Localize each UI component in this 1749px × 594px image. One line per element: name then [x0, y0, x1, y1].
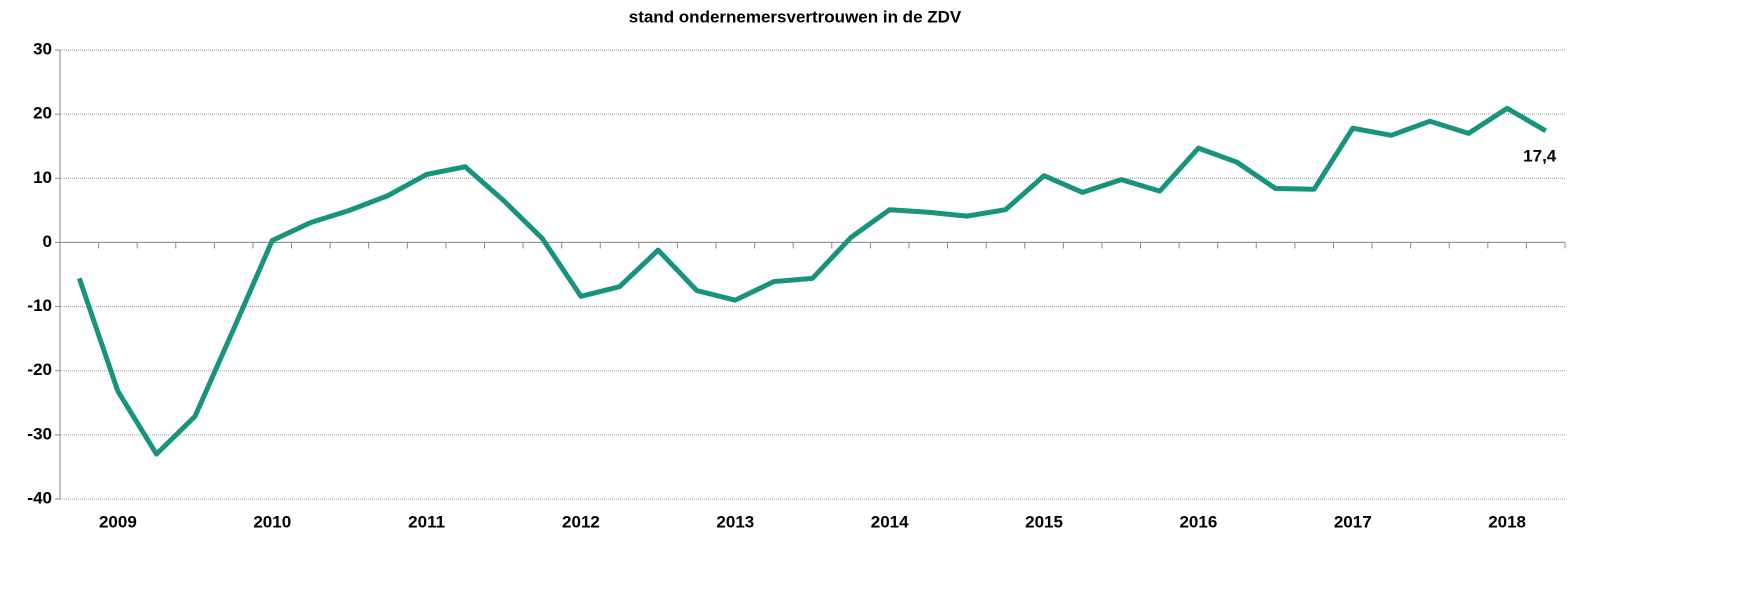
y-tick-label: 0: [43, 232, 52, 251]
y-tick-label: 30: [33, 39, 52, 58]
chart-title: stand ondernemersvertrouwen in de ZDV: [629, 7, 962, 26]
x-tick-label: 2018: [1488, 512, 1526, 531]
y-tick-label: -10: [27, 296, 52, 315]
y-tick-label: 20: [33, 104, 52, 123]
y-tick-label: -30: [27, 424, 52, 443]
x-tick-label: 2017: [1334, 512, 1372, 531]
x-tick-label: 2011: [408, 512, 445, 531]
x-tick-label: 2015: [1025, 512, 1063, 531]
y-tick-label: -40: [27, 488, 52, 507]
x-tick-label: 2013: [716, 512, 754, 531]
data-label: 17,4: [1523, 146, 1557, 165]
x-tick-label: 2010: [253, 512, 291, 531]
x-tick-label: 2012: [562, 512, 600, 531]
line: [76, 105, 1547, 457]
y-tick-label: -20: [27, 360, 52, 379]
x-tick-label: 2016: [1179, 512, 1217, 531]
y-tick-label: 10: [33, 168, 52, 187]
x-tick-label: 2009: [99, 512, 137, 531]
x-tick-label: 2014: [871, 512, 909, 531]
